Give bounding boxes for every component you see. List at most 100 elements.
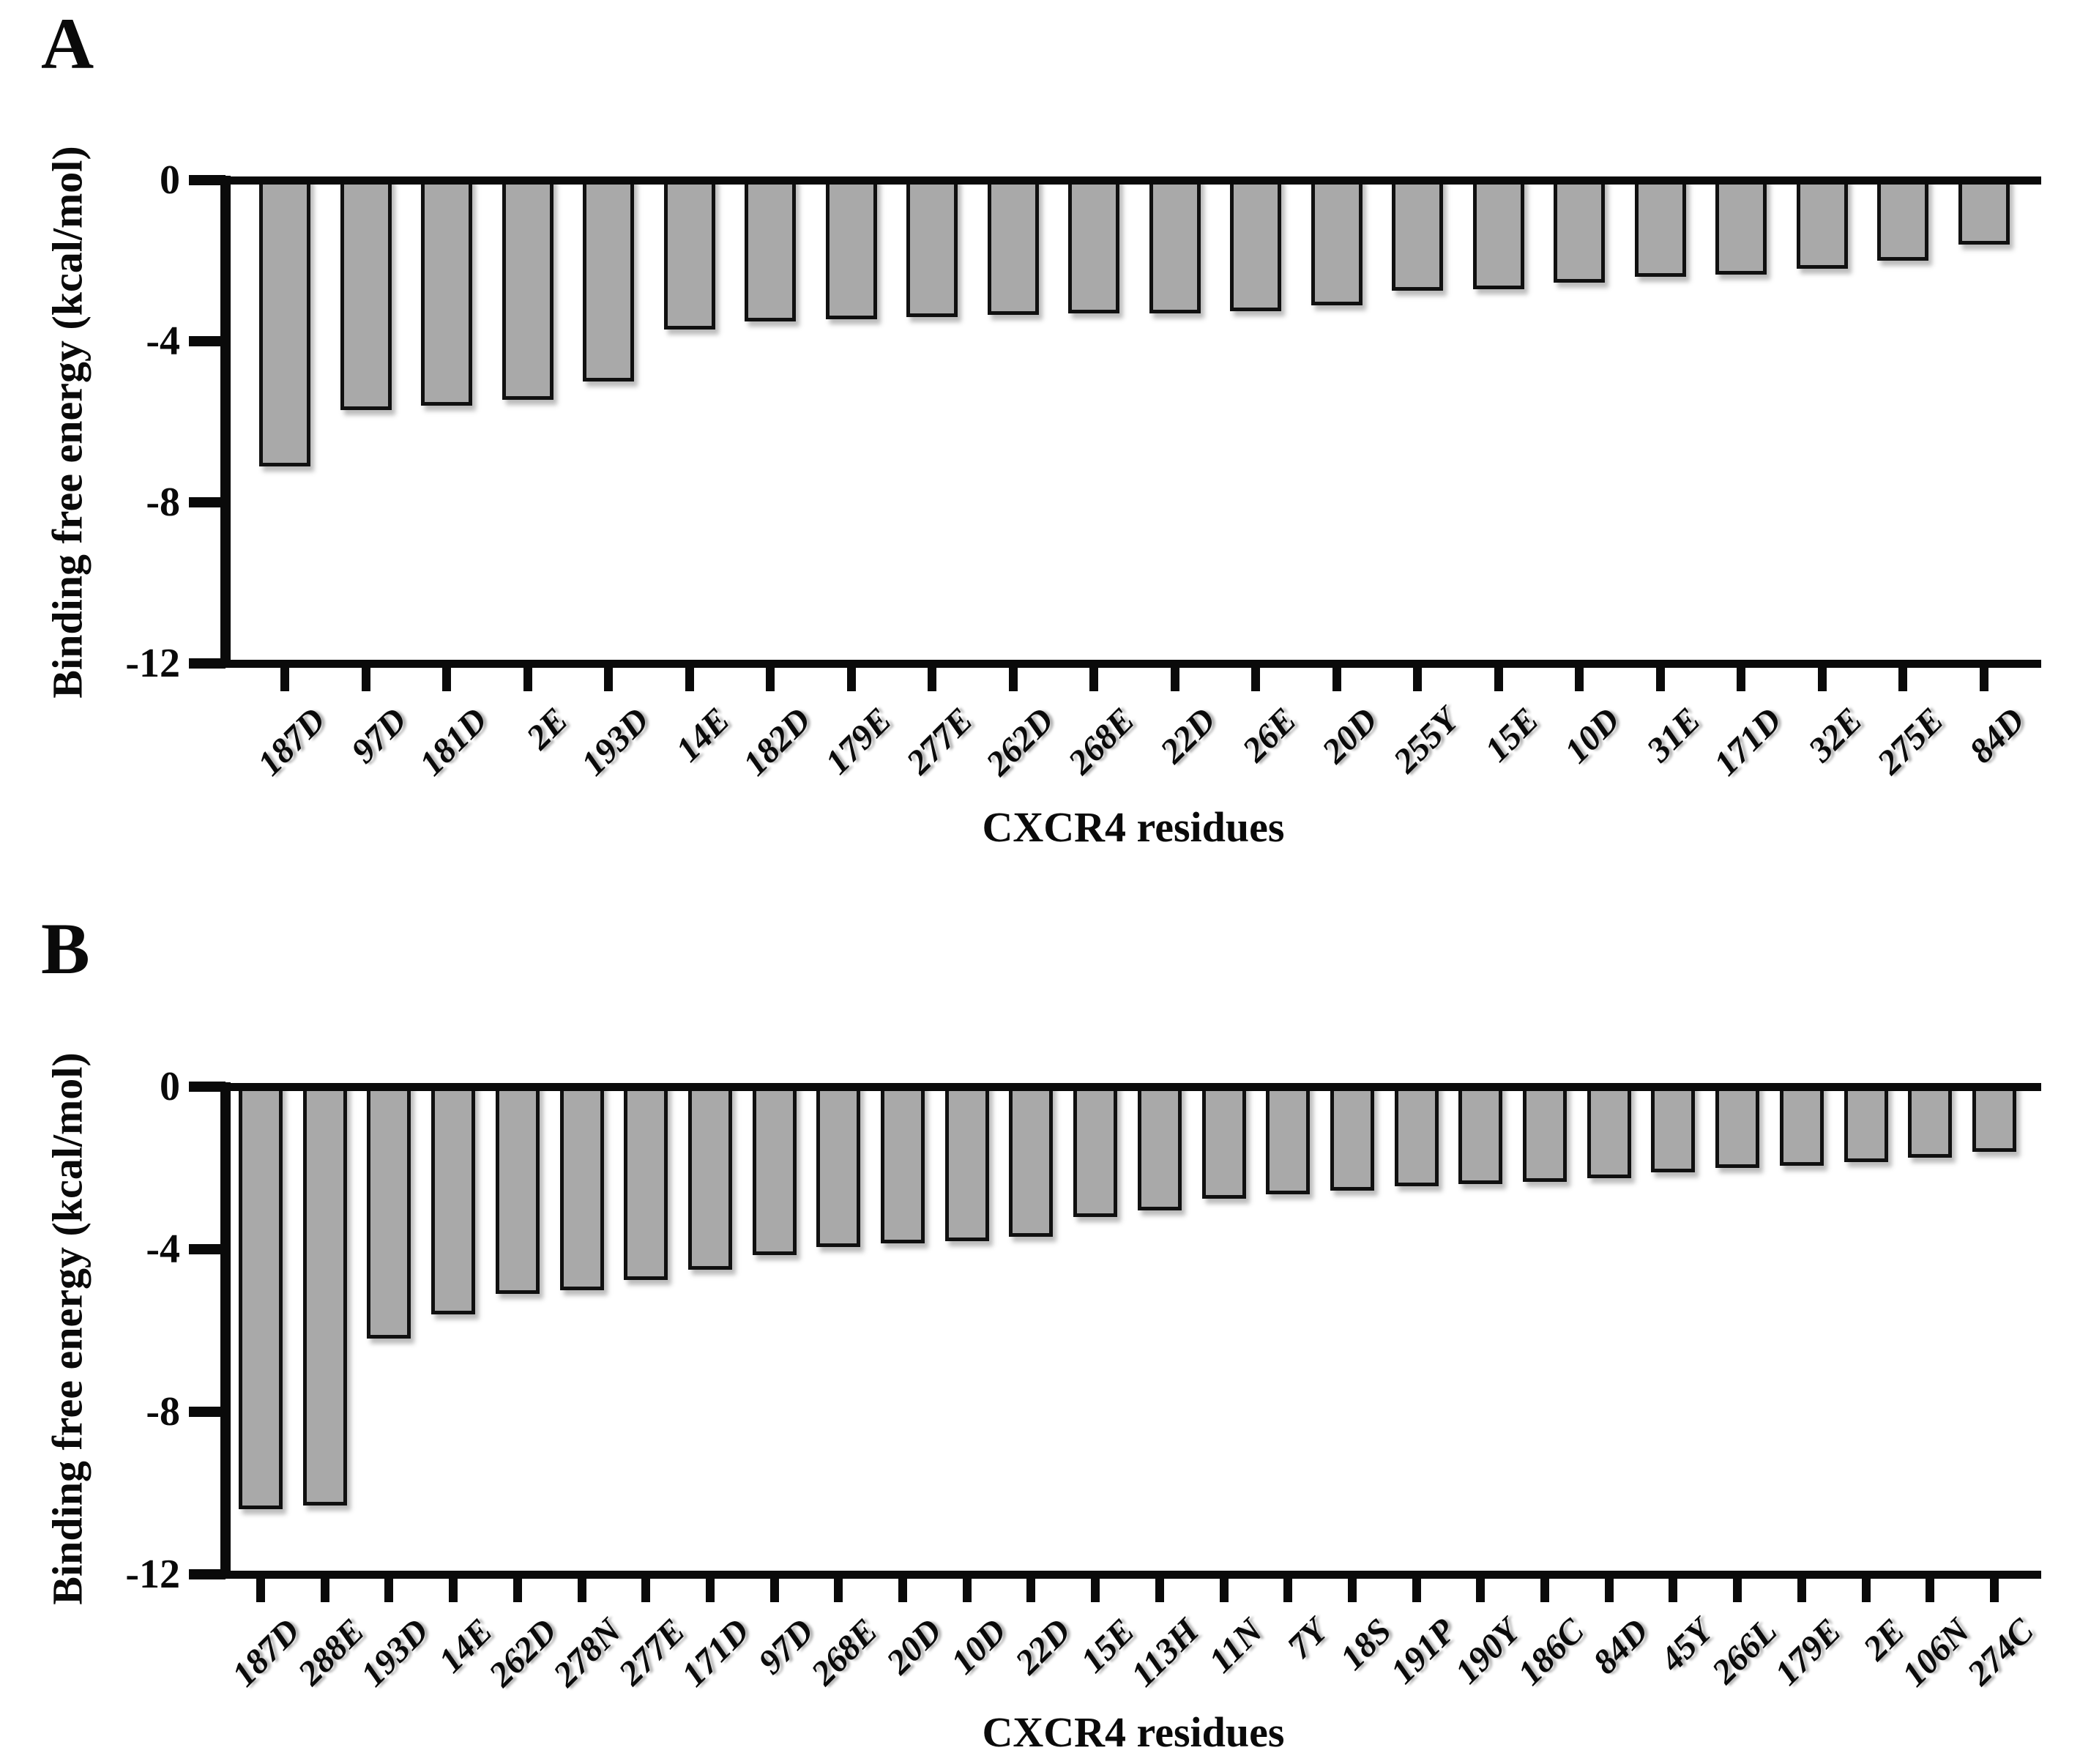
x-tick-label-187D: 187D bbox=[225, 1611, 308, 1694]
x-tick-171D bbox=[706, 1579, 715, 1602]
bar-20D bbox=[881, 1083, 925, 1243]
x-tick-187D bbox=[280, 668, 289, 691]
zero-line bbox=[220, 176, 2041, 185]
bar-26E bbox=[1230, 176, 1281, 311]
x-tick-186C bbox=[1540, 1579, 1549, 1602]
bar-255Y bbox=[1392, 176, 1443, 291]
bar-113H bbox=[1138, 1083, 1182, 1210]
x-tick-31E bbox=[1656, 668, 1665, 691]
x-tick-label-26E: 26E bbox=[1235, 700, 1305, 770]
bar-97D bbox=[753, 1083, 797, 1255]
bar-97D bbox=[340, 176, 392, 410]
x-tick-label-10D: 10D bbox=[943, 1611, 1014, 1682]
bar-15E bbox=[1073, 1083, 1117, 1217]
x-tick-label-171D: 171D bbox=[674, 1611, 757, 1694]
x-tick-label-20D: 20D bbox=[879, 1611, 950, 1682]
x-tick-label-190Y: 190Y bbox=[1447, 1611, 1528, 1692]
x-tick-255Y bbox=[1413, 668, 1422, 691]
x-tick-113H bbox=[1155, 1579, 1164, 1602]
bar-18S bbox=[1330, 1083, 1374, 1191]
bar-266L bbox=[1715, 1083, 1759, 1168]
bar-262D bbox=[496, 1083, 540, 1294]
x-tick-7Y bbox=[1283, 1579, 1292, 1602]
bar-179E bbox=[1780, 1083, 1824, 1166]
y-tick-0 bbox=[189, 175, 225, 185]
y-tick-0 bbox=[189, 1082, 225, 1092]
bar-288E bbox=[303, 1083, 347, 1506]
y-tick--4 bbox=[189, 1244, 225, 1254]
x-tick-106N bbox=[1926, 1579, 1934, 1602]
x-tick-label-14E: 14E bbox=[668, 700, 738, 770]
bar-7Y bbox=[1266, 1083, 1310, 1194]
x-axis-line bbox=[220, 660, 2041, 668]
y-axis-line bbox=[220, 1082, 231, 1579]
x-tick-179E bbox=[1797, 1579, 1806, 1602]
y-tick-label-0: 0 bbox=[160, 157, 180, 203]
x-tick-32E bbox=[1818, 668, 1827, 691]
x-tick-20D bbox=[1332, 668, 1341, 691]
bar-2E bbox=[1844, 1083, 1888, 1162]
bar-10D bbox=[945, 1083, 989, 1241]
x-tick-label-171D: 171D bbox=[1707, 700, 1790, 784]
x-tick-label-193D: 193D bbox=[353, 1611, 436, 1694]
x-tick-179E bbox=[847, 668, 856, 691]
bar-278N bbox=[560, 1083, 604, 1290]
bar-20D bbox=[1311, 176, 1363, 305]
x-tick-label-7Y: 7Y bbox=[1280, 1611, 1335, 1667]
bar-10D bbox=[1554, 176, 1605, 283]
x-tick-label-97D: 97D bbox=[343, 700, 414, 771]
x-tick-97D bbox=[362, 668, 370, 691]
x-tick-label-84D: 84D bbox=[1585, 1611, 1656, 1682]
bar-186C bbox=[1523, 1083, 1567, 1182]
x-tick-18S bbox=[1348, 1579, 1357, 1602]
x-tick-label-11N: 11N bbox=[1201, 1611, 1271, 1681]
y-tick-label--12: -12 bbox=[125, 1552, 180, 1597]
x-tick-193D bbox=[384, 1579, 393, 1602]
x-tick-10D bbox=[1575, 668, 1584, 691]
x-tick-label-187D: 187D bbox=[250, 700, 334, 784]
y-axis-title-wrap: Binding free energy (kcal/mol) bbox=[16, 1052, 119, 1604]
bar-275E bbox=[1877, 176, 1928, 261]
x-axis-title: CXCR4 residues bbox=[982, 803, 1285, 851]
panel-letter-B: B bbox=[41, 908, 90, 989]
x-tick-label-186C: 186C bbox=[1510, 1611, 1592, 1693]
bar-11N bbox=[1202, 1083, 1246, 1199]
zero-line bbox=[220, 1083, 2041, 1091]
bar-15E bbox=[1473, 176, 1524, 289]
bar-268E bbox=[816, 1083, 860, 1247]
x-tick-14E bbox=[449, 1579, 458, 1602]
x-tick-label-193D: 193D bbox=[574, 700, 657, 784]
x-tick-268E bbox=[834, 1579, 843, 1602]
bar-14E bbox=[664, 176, 715, 330]
y-axis-title: Binding free energy (kcal/mol) bbox=[43, 1052, 92, 1605]
x-tick-20D bbox=[898, 1579, 907, 1602]
x-tick-22D bbox=[1171, 668, 1179, 691]
y-tick-label--8: -8 bbox=[146, 480, 180, 525]
x-tick-277E bbox=[928, 668, 936, 691]
x-tick-label-262D: 262D bbox=[481, 1611, 564, 1694]
x-tick-278N bbox=[578, 1579, 586, 1602]
y-tick--8 bbox=[189, 1407, 225, 1417]
x-tick-182D bbox=[766, 668, 775, 691]
x-tick-label-255Y: 255Y bbox=[1385, 700, 1466, 781]
x-tick-label-179E: 179E bbox=[1767, 1611, 1849, 1693]
y-tick--12 bbox=[189, 1569, 225, 1579]
x-tick-84D bbox=[1605, 1579, 1614, 1602]
bar-2E bbox=[502, 176, 553, 400]
bar-277E bbox=[624, 1083, 668, 1280]
x-tick-label-84D: 84D bbox=[1961, 700, 2032, 771]
x-tick-label-191P: 191P bbox=[1383, 1611, 1464, 1692]
bar-179E bbox=[826, 176, 877, 319]
bar-190Y bbox=[1458, 1083, 1502, 1184]
x-tick-label-277E: 277E bbox=[899, 700, 981, 782]
bar-14E bbox=[431, 1083, 475, 1314]
x-tick-14E bbox=[685, 668, 694, 691]
x-tick-2E bbox=[1862, 1579, 1871, 1602]
x-tick-label-277E: 277E bbox=[611, 1611, 693, 1693]
bar-274C bbox=[1972, 1083, 2016, 1152]
x-tick-10D bbox=[963, 1579, 972, 1602]
x-axis-title: CXCR4 residues bbox=[982, 1708, 1285, 1756]
x-tick-label-182D: 182D bbox=[736, 700, 819, 784]
x-tick-275E bbox=[1898, 668, 1907, 691]
x-tick-label-288E: 288E bbox=[290, 1611, 372, 1693]
